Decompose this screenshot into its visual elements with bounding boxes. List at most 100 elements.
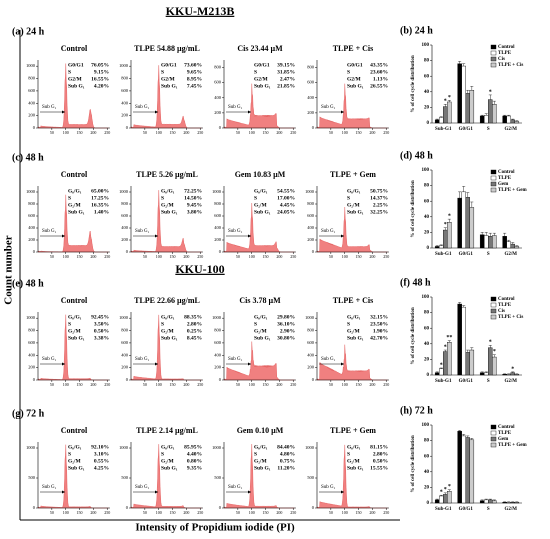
stat-value: 36.10% [277, 321, 295, 327]
bar [479, 500, 485, 504]
row-label: (g) 72 h [12, 408, 45, 419]
stat-value: 17.25% [91, 195, 109, 201]
stat-value: 2.47% [280, 76, 295, 82]
significance: * [444, 222, 447, 228]
stat-value: 32.15% [370, 314, 388, 320]
error-bar [470, 347, 474, 351]
stat-value: 9.35% [187, 465, 202, 471]
legend-label: Control [498, 45, 515, 50]
x-tick-label: 200 [276, 254, 282, 259]
x-tick-label: 100 [249, 382, 255, 387]
y-tick-label: 0 [126, 377, 129, 382]
stat-label: G2/M [161, 76, 176, 82]
significance: * [444, 99, 447, 105]
x-tick-label: 250 [104, 382, 110, 387]
sub-g1-arrowhead [341, 234, 344, 238]
error-bar [511, 371, 515, 373]
bar [434, 246, 440, 249]
bar [510, 372, 516, 376]
y-tick-label: 0 [33, 505, 36, 510]
x-tick-label: 100 [342, 382, 348, 387]
y-tick-label: 1000 [26, 63, 36, 68]
y-tick-label: 0 [33, 125, 36, 130]
significance: * [448, 214, 451, 220]
y-tick-label: 40 [424, 90, 430, 95]
stat-label: S [161, 321, 164, 327]
bar [492, 104, 497, 124]
y-tick-label: 0 [312, 249, 315, 254]
y-tick-label: 0 [33, 377, 36, 382]
bar [465, 197, 471, 249]
stat-value: 15.55% [370, 465, 388, 471]
legend-swatch [490, 302, 497, 308]
y-tick-label: 800 [214, 201, 222, 206]
legend-label: TLPE + Gem [498, 443, 528, 448]
bar [514, 121, 520, 124]
significance: ** [446, 335, 452, 341]
legend-label: Control [498, 425, 515, 430]
bar [443, 494, 448, 504]
y-tick-label: 600 [28, 213, 36, 218]
y-tick-label: 40 [424, 215, 430, 220]
y-tick-label: 800 [121, 328, 129, 333]
stat-label: S [161, 69, 164, 75]
x-tick-label: 200 [90, 510, 96, 515]
x-tick-label: G2/M [505, 379, 518, 384]
x-tick-label: 100 [156, 130, 162, 135]
stat-label: Sub G₁ [161, 209, 178, 215]
y-tick-label: 600 [307, 340, 315, 345]
error-bar [488, 232, 492, 237]
y-tick-label: 800 [28, 328, 36, 333]
sub-g1-label: Sub G₁ [42, 357, 57, 362]
x-tick-label: 50 [236, 130, 240, 135]
stat-label: S [254, 69, 257, 75]
y-tick-label: 200 [121, 365, 129, 370]
error-bar [466, 90, 470, 94]
error-bar [480, 371, 484, 373]
stat-label: G0/G1 [68, 62, 84, 68]
stat-label: Sub G₁ [161, 83, 178, 89]
significance: * [440, 490, 443, 496]
stat-label: G₀/G₁ [254, 314, 268, 320]
stat-value: 9.45% [187, 202, 202, 208]
bar [510, 119, 516, 124]
y-tick-label: 800 [121, 201, 129, 206]
panel-label: (f) 48 h [400, 277, 431, 288]
y-tick-label: 60 [424, 326, 430, 331]
bar [492, 235, 497, 249]
sub-g1-arrowhead [62, 490, 65, 494]
x-tick-label: 250 [383, 254, 389, 259]
x-tick-label: 200 [369, 382, 375, 387]
legend-swatch [490, 187, 497, 193]
x-tick-label: 50 [236, 382, 240, 387]
x-tick-label: 50 [50, 254, 54, 259]
y-tick-label: 0 [427, 373, 430, 378]
stat-label: S [347, 69, 350, 75]
stat-label: G2/M [68, 76, 83, 82]
stat-label: S [68, 321, 71, 327]
x-tick-label: 100 [342, 510, 348, 515]
significance: * [511, 366, 514, 372]
x-tick-label: 200 [90, 254, 96, 259]
y-tick-label: 200 [214, 237, 222, 242]
legend-swatch [490, 314, 497, 320]
stat-label: G0/G1 [347, 62, 363, 68]
x-tick-label: 250 [197, 382, 203, 387]
y-tick-label: 20 [424, 358, 430, 363]
y-axis-label: % of cell cycle distribution [411, 307, 416, 364]
sub-g1-arrowhead [248, 490, 251, 494]
legend-swatch [490, 430, 497, 436]
x-tick-label: 50 [143, 510, 147, 515]
stat-label: G₂/M [347, 202, 360, 208]
error-bar [492, 354, 496, 358]
bar [502, 236, 507, 249]
y-tick-label: 1000 [26, 445, 36, 450]
x-tick-label: 150 [263, 130, 269, 135]
bar [443, 229, 448, 249]
panel-title: TLPE 2.14 µg/mL [136, 426, 198, 435]
x-tick-label: S [487, 252, 490, 257]
stat-value: 1.40% [94, 209, 109, 215]
error-bar [462, 186, 466, 192]
bar [457, 63, 462, 124]
